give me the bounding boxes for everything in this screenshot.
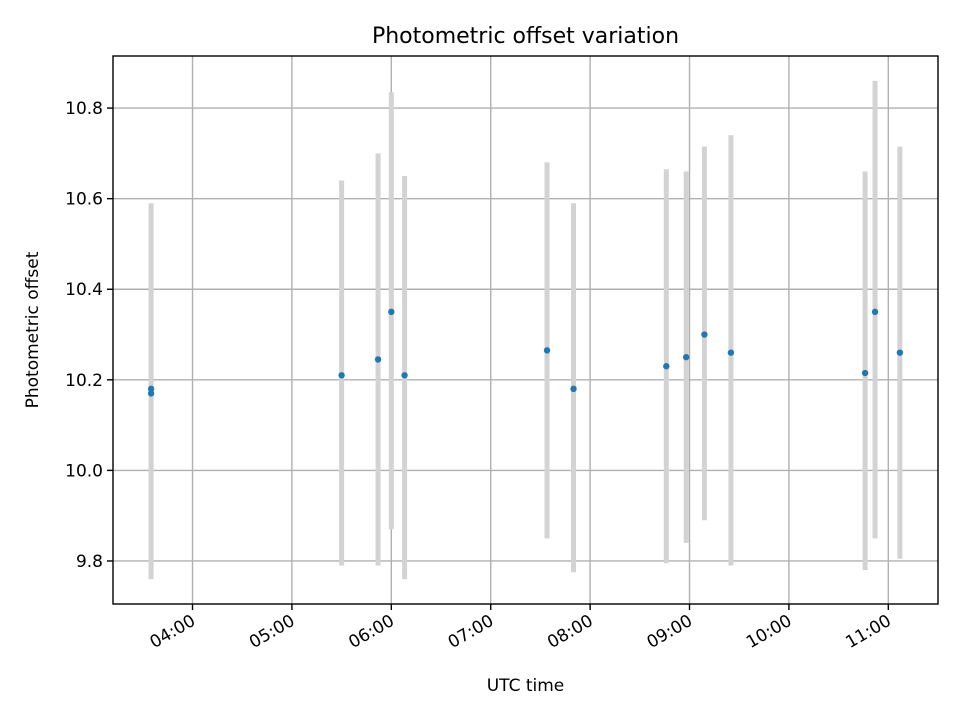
data-point	[861, 369, 869, 377]
data-point	[543, 347, 551, 354]
data-point	[701, 331, 708, 338]
data-point	[338, 372, 345, 379]
data-points	[147, 308, 904, 397]
data-point	[682, 353, 690, 361]
y-tick-label: 10.8	[65, 99, 103, 119]
data-point	[896, 349, 904, 356]
data-point	[401, 372, 408, 379]
y-axis-label: Photometric offset	[23, 251, 43, 408]
y-tick-label: 10.4	[65, 280, 103, 300]
data-point	[663, 363, 670, 370]
data-point	[147, 390, 155, 397]
chart-title: Photometric offset variation	[372, 24, 679, 49]
data-point	[147, 385, 155, 393]
x-axis-label: UTC time	[487, 676, 565, 696]
data-point	[570, 385, 577, 393]
y-tick-label: 10.0	[65, 461, 103, 481]
y-tick-label: 10.6	[65, 190, 103, 210]
data-point	[374, 356, 382, 363]
data-point	[871, 308, 879, 316]
data-point	[388, 308, 395, 316]
y-tick-label: 10.2	[65, 371, 103, 391]
y-tick-label: 9.8	[76, 552, 103, 572]
data-point	[727, 349, 735, 356]
plot-frame	[112, 55, 939, 605]
